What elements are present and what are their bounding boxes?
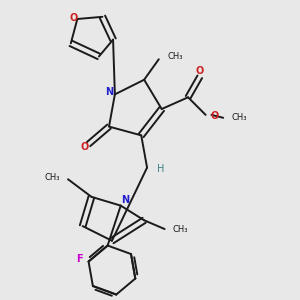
Text: H: H bbox=[157, 164, 165, 174]
Text: CH₃: CH₃ bbox=[44, 173, 60, 182]
Text: CH₃: CH₃ bbox=[231, 113, 247, 122]
Text: N: N bbox=[106, 87, 114, 97]
Text: CH₃: CH₃ bbox=[168, 52, 183, 61]
Text: O: O bbox=[196, 66, 204, 76]
Text: O: O bbox=[80, 142, 88, 152]
Text: O: O bbox=[210, 111, 218, 121]
Text: F: F bbox=[76, 254, 83, 264]
Text: CH₃: CH₃ bbox=[173, 224, 188, 233]
Text: N: N bbox=[121, 195, 129, 206]
Text: O: O bbox=[70, 13, 78, 22]
